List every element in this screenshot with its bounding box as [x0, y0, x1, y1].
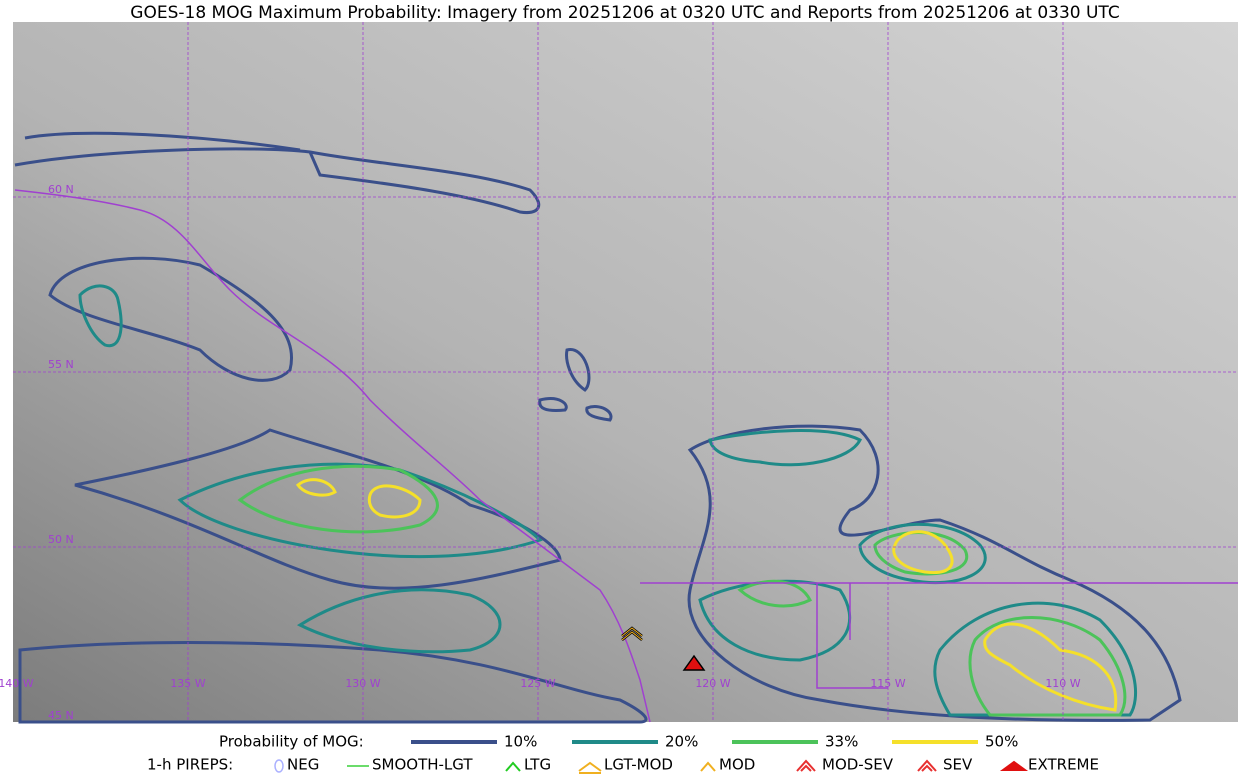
legend-label: EXTREME: [1028, 756, 1099, 774]
lat-label: 45 N: [48, 709, 74, 722]
legend-title: Probability of MOG:: [219, 733, 364, 751]
pirep-mod: [621, 627, 643, 641]
legend-symbol: [917, 759, 937, 772]
legend-symbol: [578, 761, 602, 774]
lat-label: 60 N: [48, 183, 74, 196]
lon-label: 130 W: [345, 677, 380, 690]
legend-label: 20%: [665, 733, 698, 751]
legend-label: 10%: [504, 733, 537, 751]
legend-symbol: [999, 760, 1029, 771]
legend-label: LGT-MOD: [604, 756, 673, 774]
lat-label: 55 N: [48, 358, 74, 371]
legend-label: SEV: [943, 756, 973, 774]
lon-label: 120 W: [695, 677, 730, 690]
contours: [14, 131, 1182, 724]
legend-symbol: [700, 761, 716, 772]
lon-label: 140 W: [0, 677, 34, 690]
lon-label: 135 W: [170, 677, 205, 690]
lon-label: 125 W: [520, 677, 555, 690]
graticule: [13, 22, 1238, 722]
coastline-borders: [14, 189, 1238, 723]
pirep-extreme: [682, 654, 706, 671]
legend-label: MOD: [719, 756, 755, 774]
legend-title: 1-h PIREPS:: [147, 756, 233, 774]
pirep-markers: [621, 626, 706, 671]
lon-label: 115 W: [870, 677, 905, 690]
legend-symbol: [796, 759, 816, 772]
legend-label: NEG: [287, 756, 319, 774]
title: GOES-18 MOG Maximum Probability: Imagery…: [130, 3, 1119, 23]
legend-label: SMOOTH-LGT: [372, 756, 473, 774]
legend-label: MOD-SEV: [822, 756, 894, 774]
legend-label: LTG: [524, 756, 551, 774]
legend-symbol: [274, 759, 284, 773]
legend-label: 33%: [825, 733, 858, 751]
legend-label: 50%: [985, 733, 1018, 751]
lon-label: 110 W: [1045, 677, 1080, 690]
lat-label: 50 N: [48, 533, 74, 546]
legend-symbol: [505, 761, 521, 772]
